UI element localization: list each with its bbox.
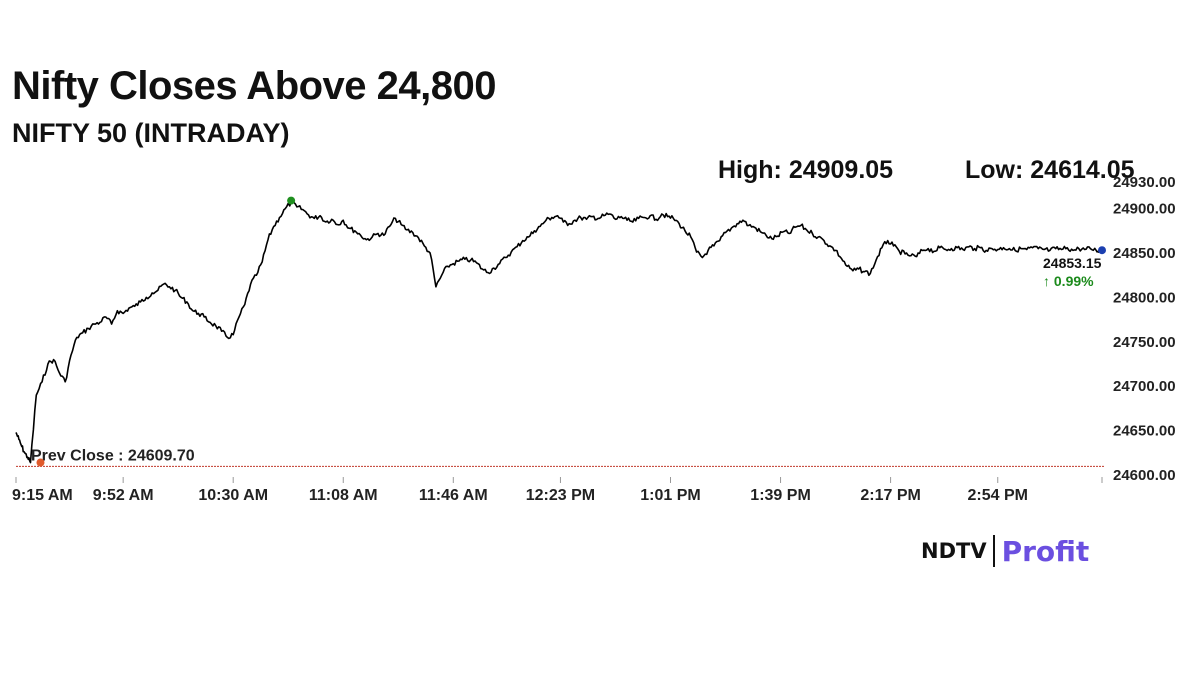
- y-tick-label: 24700.00: [1113, 378, 1176, 395]
- logo-separator: [992, 535, 995, 567]
- low-label: Low: 24614.05: [965, 156, 1135, 184]
- y-axis: 24600.00 24650.00 24700.00 24750.00 24800.00…: [1113, 174, 1176, 484]
- x-tick-label: 1:01 PM: [640, 487, 700, 504]
- x-tick-label: 12:23 PM: [526, 487, 595, 504]
- logo-ndtv: NDTV: [921, 539, 987, 563]
- x-tick-label: 9:15 AM: [12, 487, 73, 504]
- low-marker: [36, 458, 45, 467]
- x-tick-label: 10:30 AM: [198, 487, 268, 504]
- last-value-label: 24853.15: [1043, 255, 1102, 271]
- y-tick-label: 24750.00: [1113, 334, 1176, 351]
- x-tick-label: 11:08 AM: [309, 487, 378, 504]
- logo-profit: Profit: [1001, 534, 1090, 568]
- change-label: ↑ 0.99%: [1043, 273, 1094, 289]
- x-axis: 9:15 AM 9:52 AM 10:30 AM 11:08 AM 11:46 AM 12…: [12, 477, 1103, 504]
- price-line: [15, 200, 1100, 464]
- x-tick-label: 9:52 AM: [93, 487, 154, 504]
- high-marker: [287, 196, 296, 205]
- ndtv-profit-logo: NDTV Profit: [921, 533, 1089, 569]
- prev-close-label: Prev Close : 24609.70: [31, 447, 195, 464]
- y-tick-label: 24900.00: [1113, 201, 1176, 218]
- y-tick-label: 24800.00: [1113, 289, 1176, 306]
- y-tick-label: 24600.00: [1113, 467, 1176, 484]
- last-value-marker: [1098, 246, 1106, 255]
- high-label: High: 24909.05: [718, 156, 894, 184]
- chart-title: NIFTY 50 (INTRADAY): [12, 118, 290, 148]
- y-tick-label: 24650.00: [1113, 423, 1176, 440]
- headline: Nifty Closes Above 24,800: [12, 64, 497, 108]
- x-tick-label: 1:39 PM: [750, 487, 810, 504]
- x-tick-label: 2:17 PM: [860, 487, 920, 504]
- x-tick-label: 2:54 PM: [968, 487, 1028, 504]
- y-tick-label: 24930.00: [1113, 174, 1176, 191]
- x-tick-label: 11:46 AM: [419, 487, 488, 504]
- y-tick-label: 24850.00: [1113, 245, 1176, 262]
